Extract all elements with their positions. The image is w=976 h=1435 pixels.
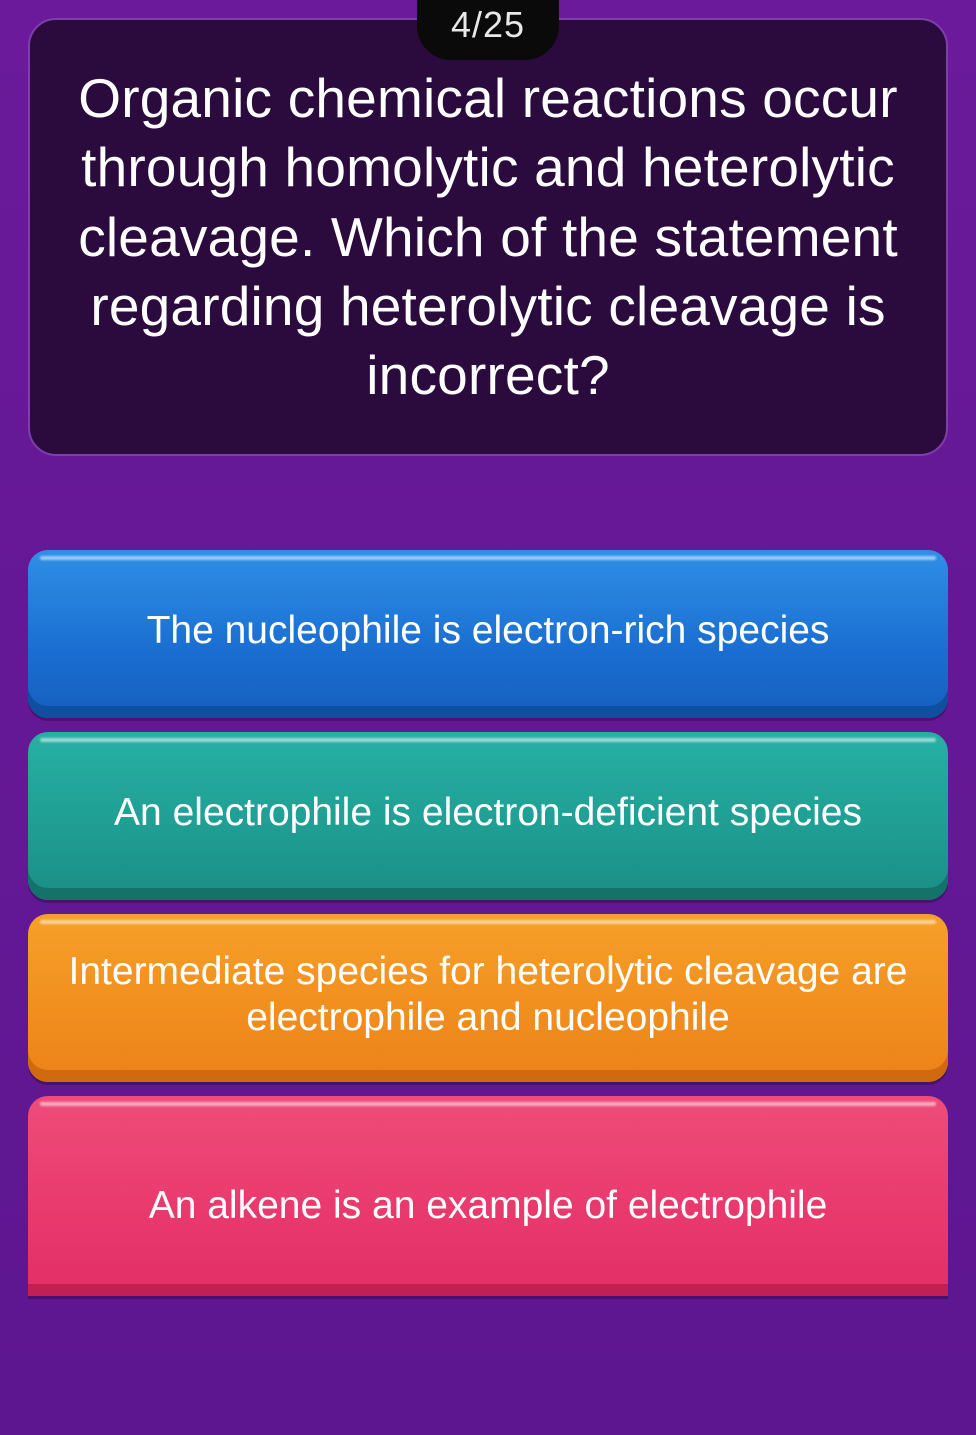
answer-option-4[interactable]: An alkene is an example of electrophile <box>28 1096 948 1296</box>
answer-option-3[interactable]: Intermediate species for heterolytic cle… <box>28 914 948 1082</box>
answer-option-1[interactable]: The nucleophile is electron-rich species <box>28 550 948 718</box>
question-card: Organic chemical reactions occur through… <box>28 18 948 456</box>
answer-label: An alkene is an example of electrophile <box>149 1183 828 1230</box>
answer-option-2[interactable]: An electrophile is electron-deficient sp… <box>28 732 948 900</box>
answer-label: Intermediate species for heterolytic cle… <box>58 949 918 1043</box>
answer-label: The nucleophile is electron-rich species <box>147 608 830 655</box>
answer-label: An electrophile is electron-deficient sp… <box>114 790 862 837</box>
progress-label: 4/25 <box>451 4 525 45</box>
answers-list: The nucleophile is electron-rich species… <box>28 550 948 1296</box>
quiz-container: Organic chemical reactions occur through… <box>0 0 976 1435</box>
question-text: Organic chemical reactions occur through… <box>60 64 916 410</box>
progress-counter: 4/25 <box>417 0 559 60</box>
